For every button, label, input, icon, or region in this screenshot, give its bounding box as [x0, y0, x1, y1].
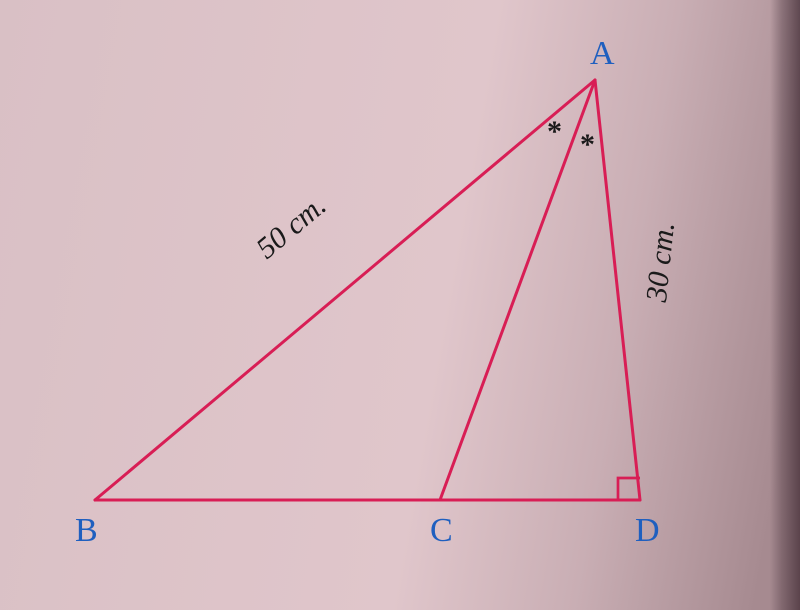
geometry-diagram	[0, 0, 800, 610]
